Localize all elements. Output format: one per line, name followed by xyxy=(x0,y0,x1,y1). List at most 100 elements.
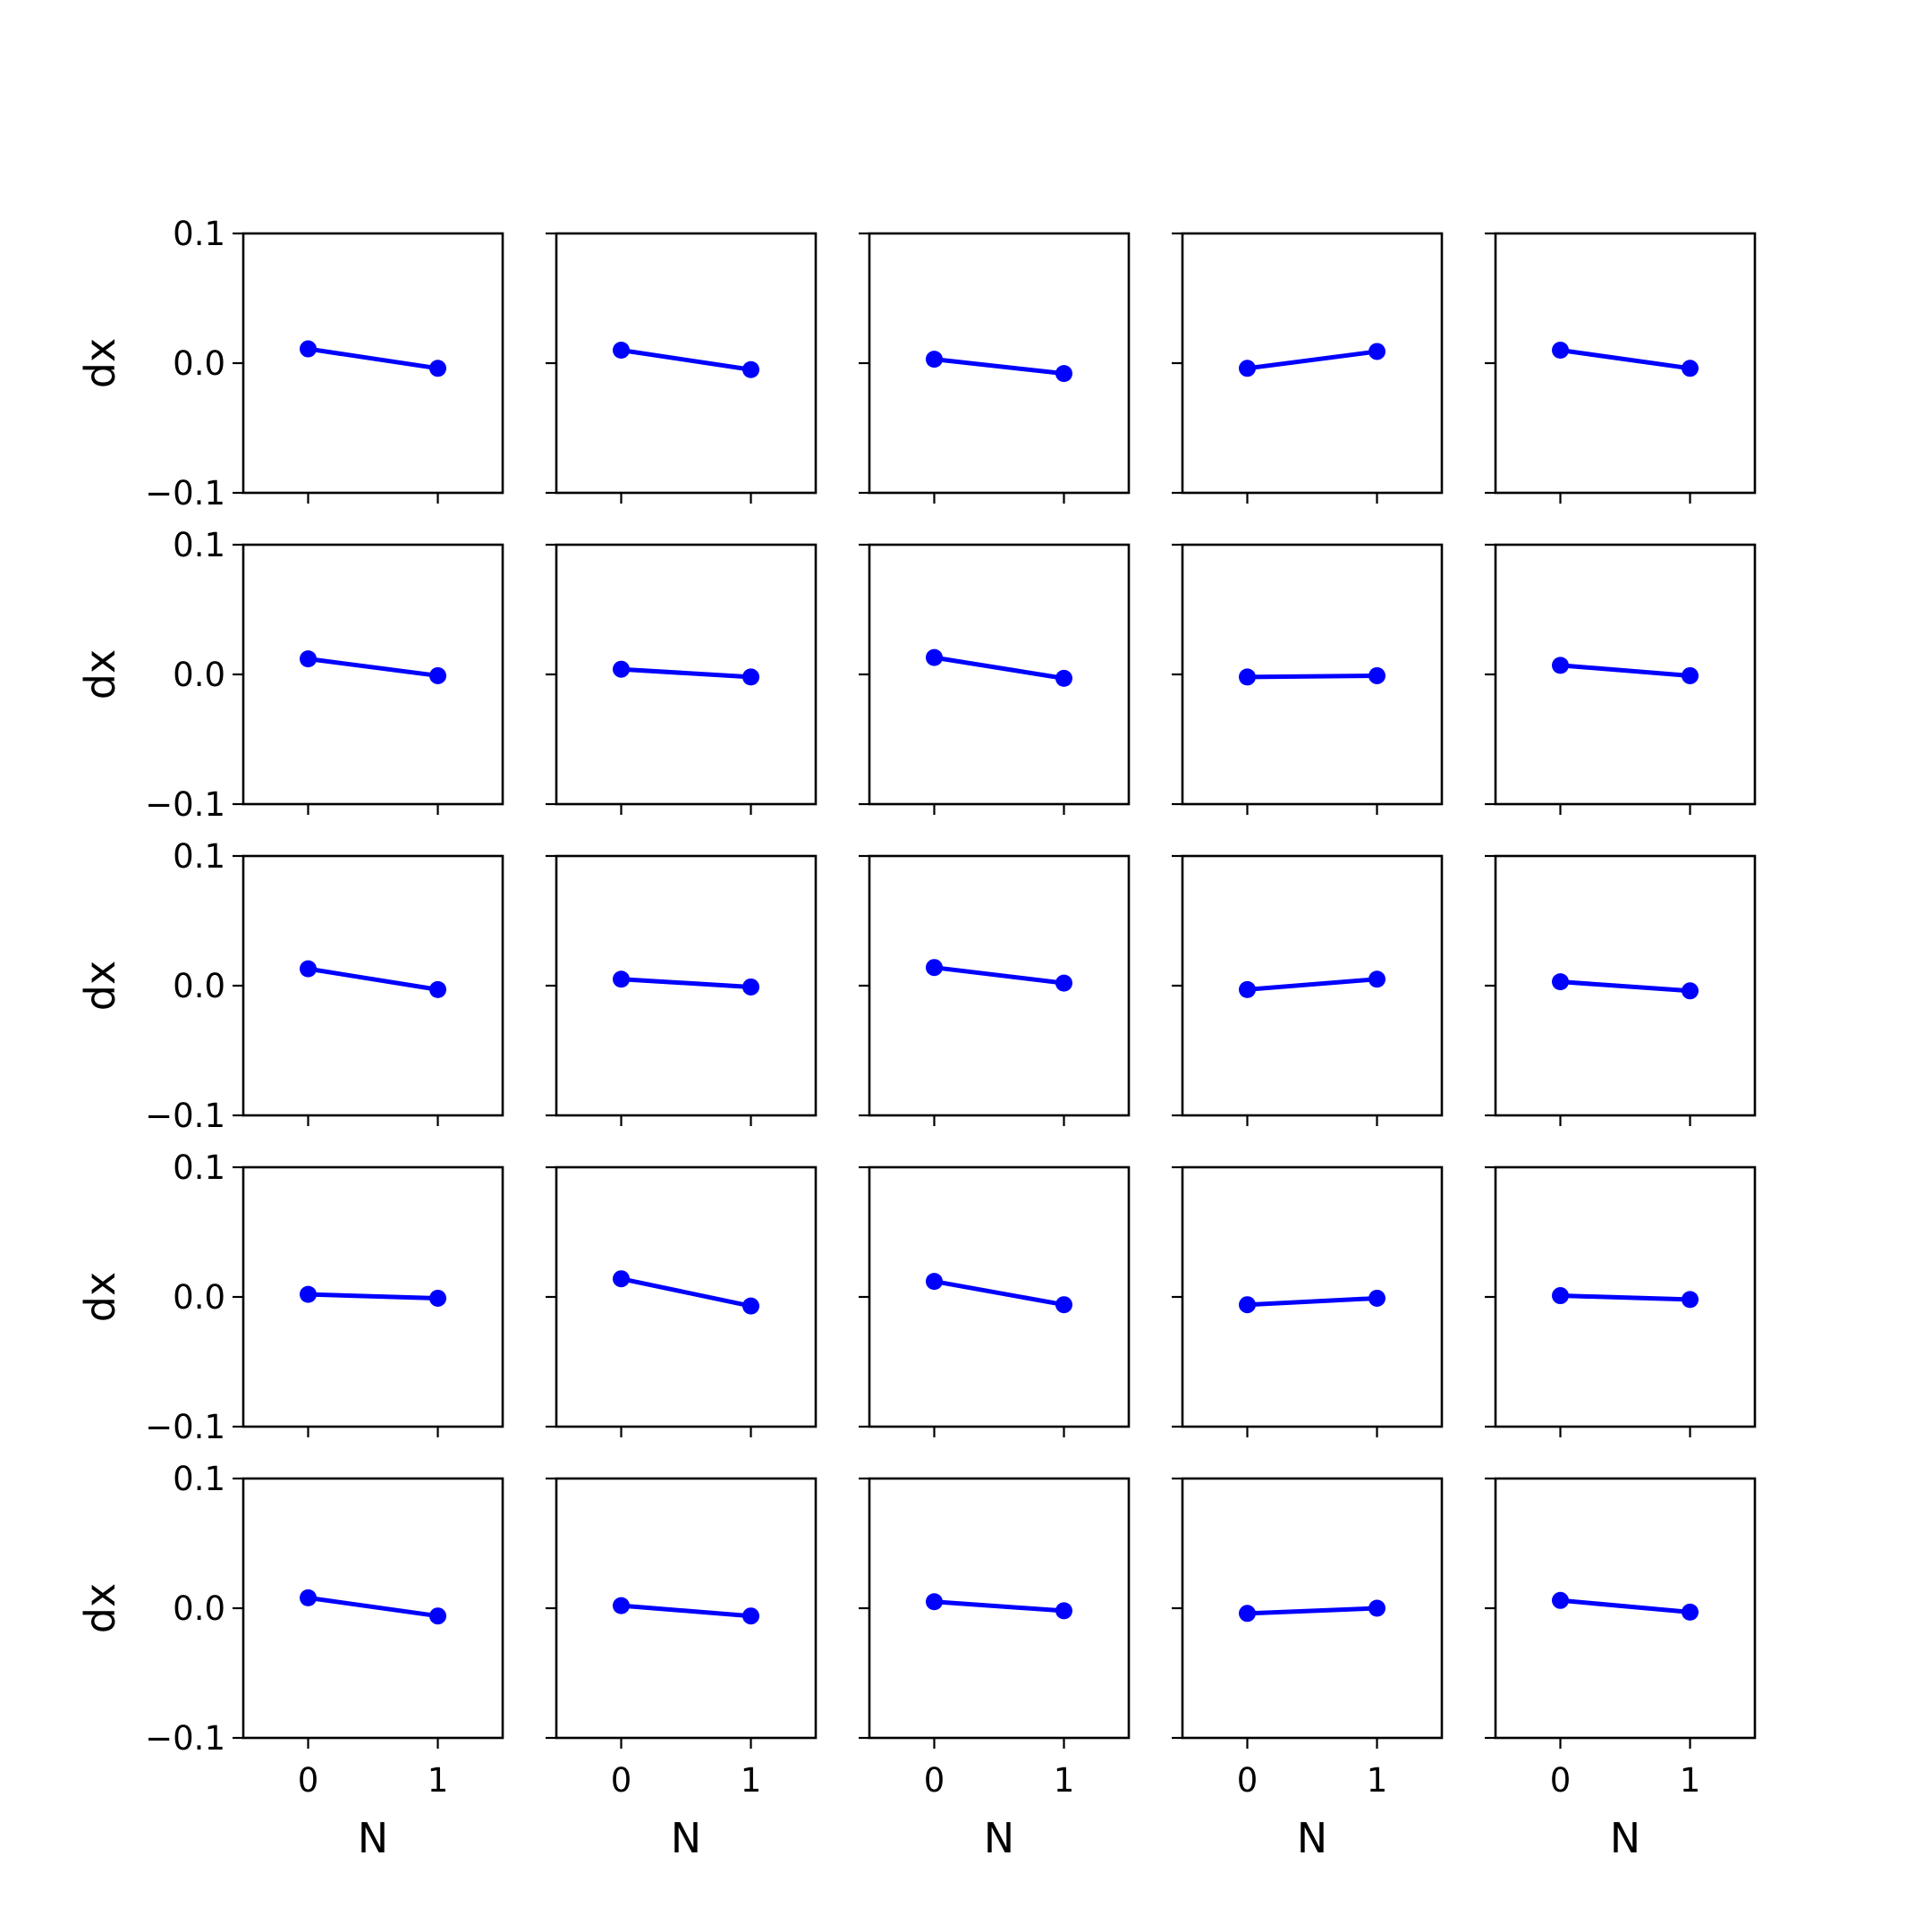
data-point xyxy=(613,970,630,988)
series-line xyxy=(1245,349,1379,371)
series-line xyxy=(306,966,440,992)
series-line xyxy=(932,1599,1066,1614)
x-tick-label: 0 xyxy=(1237,1761,1258,1800)
data-point xyxy=(300,1589,317,1606)
data-point xyxy=(613,1597,630,1614)
data-point xyxy=(1682,982,1699,1000)
subplot-r3-c5 xyxy=(1485,854,1757,1126)
data-point xyxy=(1368,1289,1385,1307)
x-tick-label: 1 xyxy=(1680,1761,1701,1800)
y-tick-label: −0.1 xyxy=(145,1408,225,1446)
series-line xyxy=(932,655,1066,681)
subplot-r3-c2 xyxy=(546,854,818,1126)
subplot-r5-c4: 0 1 N xyxy=(1172,1477,1444,1862)
series-line xyxy=(1558,663,1692,678)
data-point xyxy=(1552,657,1569,674)
y-axis-label: dx xyxy=(76,649,124,699)
subplot-r4-c3 xyxy=(859,1165,1131,1437)
y-tick-label: 0.1 xyxy=(173,1148,225,1187)
data-point xyxy=(926,959,943,977)
subplot-r4-c5 xyxy=(1485,1165,1757,1437)
data-point xyxy=(300,1285,317,1303)
series-line xyxy=(932,357,1066,377)
x-tick-label: 1 xyxy=(1367,1761,1388,1800)
y-axis-label: dx xyxy=(76,338,124,388)
data-point xyxy=(1368,1599,1385,1617)
y-tick-label: −0.1 xyxy=(145,1719,225,1758)
subplot-r3-c4 xyxy=(1172,854,1444,1126)
subplot-r5-c5: 0 1 N xyxy=(1485,1477,1757,1862)
data-point xyxy=(1682,1603,1699,1621)
data-point xyxy=(1368,666,1385,684)
data-point xyxy=(1368,343,1385,360)
x-axis-label: N xyxy=(1610,1814,1640,1862)
x-tick-label: 1 xyxy=(1054,1761,1075,1800)
y-tick-label: 0.1 xyxy=(173,1460,225,1498)
data-point xyxy=(429,666,446,684)
data-point xyxy=(1239,668,1256,686)
y-tick-label: −0.1 xyxy=(145,474,225,513)
y-axis-label: dx xyxy=(76,961,124,1011)
series-line xyxy=(1558,1597,1692,1614)
data-point xyxy=(1239,980,1256,998)
data-point xyxy=(1239,1296,1256,1314)
y-tick-label: 0.0 xyxy=(173,967,225,1005)
data-point xyxy=(1055,974,1072,992)
data-point xyxy=(1552,973,1569,991)
subplot-r4-c1: −0.1 0.0 0.1 dx xyxy=(76,1148,504,1446)
subplot-r1-c1: −0.1 0.0 0.1 dx xyxy=(76,215,504,513)
data-point xyxy=(926,1593,943,1611)
data-point xyxy=(742,360,759,378)
subplot-r5-c3: 0 1 N xyxy=(859,1477,1131,1862)
data-point xyxy=(742,1607,759,1625)
data-point xyxy=(1552,342,1569,359)
data-point xyxy=(1368,970,1385,988)
series-line xyxy=(1245,1295,1379,1308)
series-line xyxy=(1558,348,1692,371)
subplot-r1-c2 xyxy=(546,232,818,504)
data-point xyxy=(742,1297,759,1315)
data-point xyxy=(1239,360,1256,377)
x-axis-label: N xyxy=(984,1814,1014,1862)
y-tick-label: 0.0 xyxy=(173,656,225,694)
data-point xyxy=(1552,1591,1569,1609)
subplot-r1-c5 xyxy=(1485,232,1757,504)
x-tick-label: 1 xyxy=(741,1761,762,1800)
y-axis-label: dx xyxy=(76,1272,124,1322)
data-point xyxy=(300,650,317,668)
x-tick-label: 0 xyxy=(924,1761,945,1800)
series-line xyxy=(932,965,1066,986)
series-line xyxy=(306,346,440,371)
data-point xyxy=(429,980,446,998)
series-line xyxy=(1558,1293,1692,1302)
series-line xyxy=(306,1292,440,1301)
data-point xyxy=(429,360,446,377)
series-line xyxy=(619,977,753,989)
data-point xyxy=(1055,1602,1072,1620)
y-tick-label: −0.1 xyxy=(145,785,225,824)
subplot-r2-c5 xyxy=(1485,543,1757,815)
subplot-r4-c4 xyxy=(1172,1165,1444,1437)
y-tick-label: 0.1 xyxy=(173,837,225,876)
subplot-r3-c1: −0.1 0.0 0.1 dx xyxy=(76,837,504,1135)
x-tick-label: 0 xyxy=(298,1761,319,1800)
data-point xyxy=(1239,1605,1256,1623)
data-point xyxy=(300,960,317,978)
data-point xyxy=(429,1289,446,1307)
data-point xyxy=(926,648,943,666)
subplot-r1-c4 xyxy=(1172,232,1444,504)
y-tick-label: 0.1 xyxy=(173,526,225,564)
x-tick-label: 0 xyxy=(611,1761,632,1800)
y-tick-label: −0.1 xyxy=(145,1097,225,1135)
data-point xyxy=(1055,1296,1072,1314)
y-tick-label: 0.0 xyxy=(173,1589,225,1628)
subplot-r1-c3 xyxy=(859,232,1131,504)
y-axis-label: dx xyxy=(76,1583,124,1633)
series-line xyxy=(1245,1606,1379,1616)
data-point xyxy=(1055,669,1072,687)
series-line xyxy=(619,666,753,680)
data-point xyxy=(926,351,943,369)
subplot-r2-c2 xyxy=(546,543,818,815)
y-tick-label: 0.1 xyxy=(173,215,225,253)
